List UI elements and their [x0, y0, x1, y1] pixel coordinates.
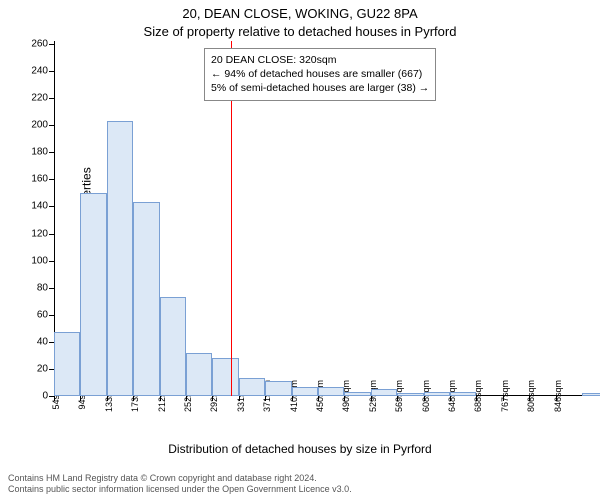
x-tick-label: 648sqm [443, 380, 457, 412]
y-tick-label: 120 [31, 228, 54, 239]
x-tick-label: 806sqm [522, 380, 536, 412]
x-tick-label: 846sqm [549, 380, 563, 412]
histogram-bar [54, 332, 80, 396]
property-info-box: 20 DEAN CLOSE: 320sqm← 94% of detached h… [204, 48, 436, 101]
y-tick-label: 60 [37, 309, 54, 320]
x-tick-label: 688sqm [469, 380, 483, 412]
histogram-bar [450, 392, 476, 396]
y-tick-label: 180 [31, 147, 54, 158]
x-tick-label: 490sqm [337, 380, 351, 412]
histogram-bar [397, 393, 423, 396]
footer-line-1: Contains HM Land Registry data © Crown c… [8, 473, 352, 485]
y-tick-label: 260 [31, 39, 54, 50]
y-tick-label: 160 [31, 174, 54, 185]
chart-title-address: 20, DEAN CLOSE, WOKING, GU22 8PA [0, 6, 600, 21]
histogram-bar [186, 353, 212, 396]
x-tick-label: 569sqm [390, 380, 404, 412]
info-box-line: 20 DEAN CLOSE: 320sqm [211, 53, 429, 67]
histogram-bar [424, 392, 450, 396]
y-tick-label: 40 [37, 336, 54, 347]
histogram-bar [582, 393, 600, 396]
histogram-bar [265, 381, 291, 396]
histogram-bar [80, 193, 106, 396]
x-tick-label: 608sqm [417, 380, 431, 412]
x-tick-label: 767sqm [496, 380, 510, 412]
y-tick-label: 20 [37, 363, 54, 374]
histogram-bar [344, 392, 370, 396]
histogram-bar [212, 358, 238, 396]
histogram-bar [318, 387, 344, 396]
y-tick-label: 240 [31, 66, 54, 77]
info-box-line: 5% of semi-detached houses are larger (3… [211, 81, 429, 95]
plot-area: 02040608010012014016018020022024026054sq… [54, 44, 582, 396]
property-size-histogram: 20, DEAN CLOSE, WOKING, GU22 8PA Size of… [0, 0, 600, 500]
y-tick-label: 200 [31, 120, 54, 131]
x-tick-label: 529sqm [364, 380, 378, 412]
x-axis-label: Distribution of detached houses by size … [0, 442, 600, 456]
y-tick-label: 140 [31, 201, 54, 212]
histogram-bar [133, 202, 159, 396]
histogram-bar [107, 121, 133, 396]
y-tick-label: 220 [31, 93, 54, 104]
attribution-footer: Contains HM Land Registry data © Crown c… [8, 473, 352, 496]
y-tick-label: 100 [31, 255, 54, 266]
histogram-bar [160, 297, 186, 396]
footer-line-2: Contains public sector information licen… [8, 484, 352, 496]
histogram-bar [239, 378, 265, 396]
info-box-line: ← 94% of detached houses are smaller (66… [211, 67, 429, 81]
y-tick-label: 80 [37, 282, 54, 293]
chart-title-description: Size of property relative to detached ho… [0, 24, 600, 39]
histogram-bar [292, 387, 318, 396]
x-tick-label: 450sqm [311, 380, 325, 412]
histogram-bar [371, 389, 397, 396]
